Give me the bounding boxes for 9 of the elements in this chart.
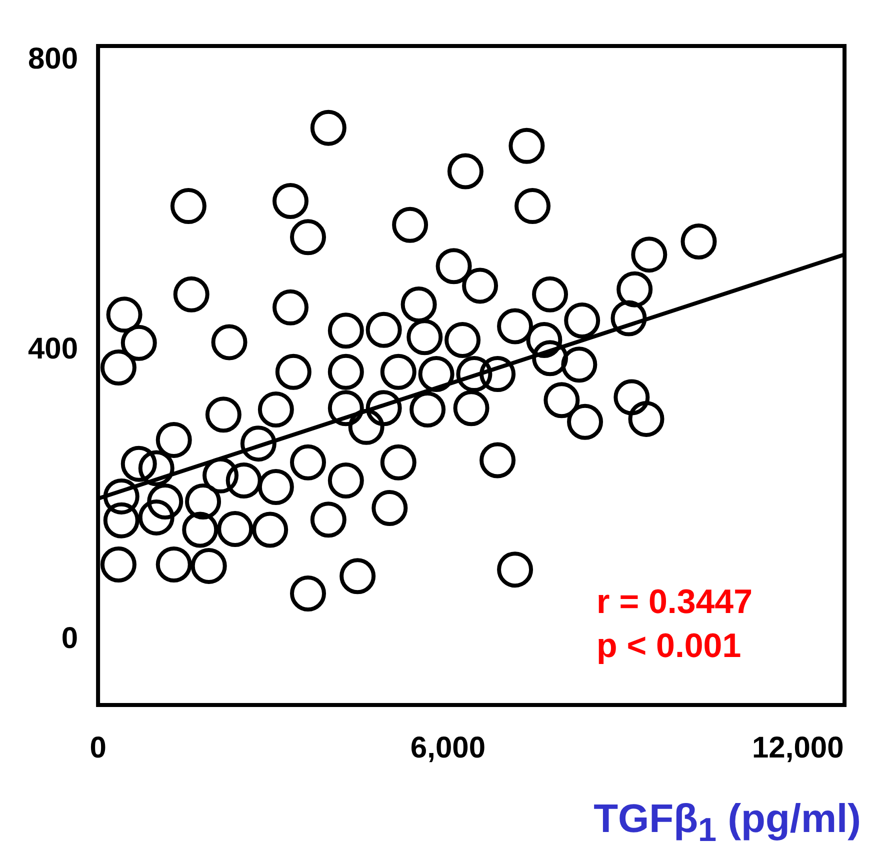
annotation: p < 0.001 [596, 627, 742, 665]
y-tick-label: 0 [61, 622, 78, 656]
x-tick-label: 6,000 [410, 731, 486, 764]
x-axis-title: TGFβ$_{1}$ (pg/ml) [592, 797, 862, 850]
annotation: r = 0.3447 [596, 583, 753, 621]
x-tick-label: 0 [90, 731, 106, 764]
y-tick-label: 800 [28, 42, 78, 76]
x-tick-label: 12,000 [752, 731, 844, 764]
y-tick-label: 400 [28, 332, 78, 366]
